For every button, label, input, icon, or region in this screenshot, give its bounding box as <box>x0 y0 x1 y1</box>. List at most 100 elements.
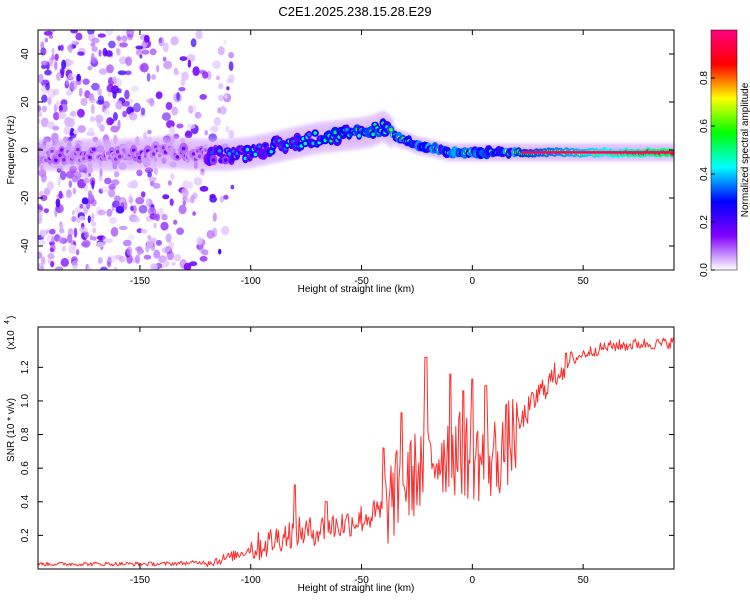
ridge-core <box>76 147 80 152</box>
noise-blob <box>125 56 132 66</box>
noise-blob <box>54 53 59 61</box>
ridge-core <box>307 132 312 137</box>
noise-blob <box>98 68 108 75</box>
ridge-core <box>227 151 232 156</box>
noise-blob <box>69 127 75 136</box>
ridge-core <box>44 158 48 162</box>
noise-blob <box>128 234 135 241</box>
noise-blob <box>110 227 119 237</box>
noise-blob <box>113 266 118 270</box>
ridge-core <box>137 155 142 160</box>
noise-blob <box>92 227 97 234</box>
noise-blob <box>38 209 44 220</box>
noise-blob <box>84 231 90 239</box>
noise-blob <box>91 37 100 44</box>
y-tick-label: 0.8 <box>20 427 31 441</box>
noise-blob <box>178 87 186 92</box>
noise-blob <box>151 74 156 80</box>
noise-blob <box>173 254 182 262</box>
noise-blob <box>57 176 61 187</box>
noise-blob <box>98 174 103 182</box>
spectrogram-noise <box>38 30 235 270</box>
ridge-core <box>263 143 268 147</box>
ridge-core <box>191 152 196 156</box>
ridge-core <box>311 141 316 146</box>
noise-blob <box>223 194 229 200</box>
noise-blob <box>128 30 135 36</box>
ridge-core <box>62 158 66 162</box>
noise-blob <box>184 130 193 139</box>
noise-blob <box>196 236 203 246</box>
colorbar-gradient <box>710 29 738 271</box>
noise-blob <box>179 56 188 61</box>
noise-blob <box>66 234 73 244</box>
ridge-core <box>175 155 180 159</box>
noise-blob <box>130 179 138 189</box>
colorbar-tick-label: 0.6 <box>699 119 710 133</box>
noise-blob <box>117 119 121 130</box>
noise-blob <box>112 200 120 208</box>
noise-blob <box>79 203 84 209</box>
noise-blob <box>139 54 143 59</box>
noise-blob <box>103 109 110 116</box>
noise-blob <box>55 198 61 208</box>
noise-blob <box>162 194 170 200</box>
colorbar-tick-label: 0.2 <box>699 215 710 229</box>
noise-blob <box>73 227 78 238</box>
noise-blob <box>99 266 108 270</box>
noise-blob <box>106 117 114 126</box>
x-tick-label: -150 <box>130 276 150 287</box>
noise-blob <box>192 211 197 216</box>
noise-blob <box>82 78 90 85</box>
noise-blob <box>38 118 41 124</box>
noise-blob <box>108 40 116 49</box>
noise-blob <box>41 105 47 113</box>
noise-blob <box>41 94 48 103</box>
noise-blob <box>89 116 96 122</box>
colorbar-ticks: 0.0 0.2 0.4 0.6 0.8 <box>699 71 715 277</box>
noise-blob <box>160 221 169 231</box>
noise-blob <box>121 100 130 107</box>
noise-blob <box>147 171 153 178</box>
noise-blob <box>102 235 108 245</box>
noise-blob <box>226 86 230 91</box>
noise-blob <box>77 125 86 133</box>
noise-blob <box>146 239 154 249</box>
snr-x-axis-label: Height of straight line (km) <box>298 583 415 594</box>
colorbar-tick-label: 0.4 <box>699 167 710 181</box>
noise-blob <box>153 249 161 259</box>
spectrogram-y-axis-label: Frequency (Hz) <box>6 116 17 185</box>
noise-blob <box>136 169 143 177</box>
noise-blob <box>163 260 170 267</box>
noise-blob <box>48 228 56 235</box>
noise-blob <box>147 207 157 216</box>
ridge-core <box>58 153 62 158</box>
noise-blob <box>87 190 93 199</box>
noise-blob <box>71 175 79 183</box>
noise-blob <box>170 173 175 180</box>
noise-blob <box>116 48 121 56</box>
noise-blob <box>49 247 54 253</box>
noise-blob <box>52 88 60 96</box>
noise-blob <box>87 66 93 71</box>
snr-marks <box>38 337 674 567</box>
spectrogram-ridge <box>38 118 674 167</box>
noise-blob <box>213 116 221 126</box>
spectrogram-marks <box>38 30 674 270</box>
noise-blob <box>120 202 125 210</box>
y-tick-label: 0.6 <box>20 461 31 475</box>
noise-blob <box>187 59 192 68</box>
ridge-core <box>293 144 298 149</box>
noise-blob <box>126 246 133 256</box>
noise-blob <box>95 241 105 248</box>
noise-blob <box>76 73 81 82</box>
snr-panel: -150 -100 -50 0 50 0.2 0.4 0.6 0.8 1.0 1.2 Height … <box>4 316 675 594</box>
y-tick-label: 0.4 <box>20 494 31 508</box>
noise-blob <box>61 245 67 252</box>
ridge-core <box>223 158 228 162</box>
noise-blob <box>66 59 75 66</box>
noise-blob <box>147 129 152 135</box>
noise-blob <box>194 111 202 119</box>
noise-blob <box>188 105 194 114</box>
noise-blob <box>191 104 197 113</box>
